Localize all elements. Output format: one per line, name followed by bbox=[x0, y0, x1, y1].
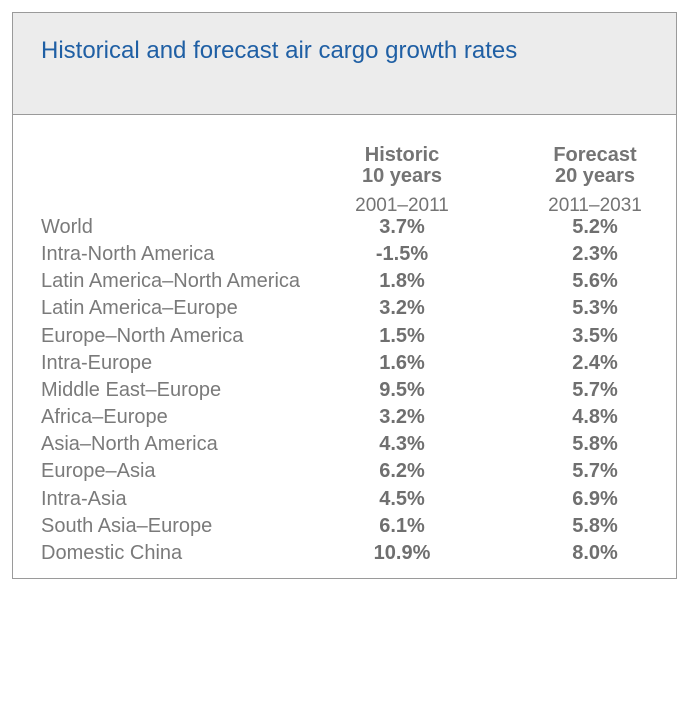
column-header-historic-line2: 10 years bbox=[361, 165, 443, 187]
region-label: Europe–North America bbox=[41, 324, 244, 347]
forecast-value: 5.2% bbox=[572, 216, 618, 238]
region-label: Middle East–Europe bbox=[41, 378, 222, 401]
table-row: Asia–North America 4.3% 5.8% bbox=[13, 431, 676, 458]
table-row: Intra-North America -1.5% 2.3% bbox=[13, 241, 676, 268]
table-row: Intra-Europe 1.6% 2.4% bbox=[13, 350, 676, 377]
region-label: Intra-Europe bbox=[41, 351, 153, 374]
region-label: World bbox=[41, 216, 93, 238]
historic-value: -1.5% bbox=[375, 243, 429, 266]
forecast-value: 2.4% bbox=[572, 351, 618, 374]
region-label: Africa–Europe bbox=[41, 406, 168, 429]
card-header: Historical and forecast air cargo growth… bbox=[13, 13, 676, 115]
table-row: Middle East–Europe 9.5% 5.7% bbox=[13, 377, 676, 404]
historic-value: 1.8% bbox=[379, 270, 425, 293]
historic-value: 4.3% bbox=[379, 433, 425, 456]
historic-value: 3.2% bbox=[379, 406, 425, 429]
historic-value: 3.7% bbox=[379, 216, 425, 238]
forecast-value: 5.3% bbox=[572, 297, 618, 320]
forecast-value: 5.7% bbox=[572, 460, 618, 483]
region-label: Domestic China bbox=[41, 541, 183, 564]
forecast-value: 5.6% bbox=[572, 270, 618, 293]
column-header-forecast-line2: 20 years bbox=[554, 165, 636, 187]
growth-rates-card: Historical and forecast air cargo growth… bbox=[12, 12, 677, 579]
region-label: South Asia–Europe bbox=[41, 514, 213, 537]
table-row: Domestic China 10.9% 8.0% bbox=[13, 540, 676, 567]
forecast-value: 5.8% bbox=[572, 514, 618, 537]
column-header-historic: Historic 10 years 2001–2011 bbox=[332, 144, 472, 217]
region-label: Latin America–Europe bbox=[41, 297, 238, 320]
column-header-historic-period: 2001–2011 bbox=[355, 195, 449, 216]
forecast-value: 8.0% bbox=[572, 541, 618, 564]
historic-value: 10.9% bbox=[373, 541, 431, 564]
forecast-value: 5.8% bbox=[572, 433, 618, 456]
table-row: Intra-Asia 4.5% 6.9% bbox=[13, 486, 676, 513]
historic-value: 1.6% bbox=[379, 351, 425, 374]
table-row: South Asia–Europe 6.1% 5.8% bbox=[13, 513, 676, 540]
column-header-forecast-period: 2011–2031 bbox=[548, 195, 642, 216]
historic-value: 3.2% bbox=[379, 297, 425, 320]
region-label: Europe–Asia bbox=[41, 460, 156, 483]
table-row: Latin America–North America 1.8% 5.6% bbox=[13, 268, 676, 295]
historic-value: 6.2% bbox=[379, 460, 425, 483]
historic-value: 4.5% bbox=[379, 487, 425, 510]
table-title: Historical and forecast air cargo growth… bbox=[41, 37, 518, 64]
forecast-value: 2.3% bbox=[572, 243, 618, 266]
historic-value: 9.5% bbox=[379, 378, 425, 401]
table-row: World 3.7% 5.2% bbox=[13, 214, 676, 241]
historic-value: 1.5% bbox=[379, 324, 425, 347]
column-header-forecast: Forecast 20 years 2011–2031 bbox=[525, 144, 665, 217]
forecast-value: 3.5% bbox=[572, 324, 618, 347]
forecast-value: 6.9% bbox=[572, 487, 618, 510]
table-row: Europe–North America 1.5% 3.5% bbox=[13, 323, 676, 350]
forecast-value: 4.8% bbox=[572, 406, 618, 429]
forecast-value: 5.7% bbox=[572, 378, 618, 401]
region-label: Intra-Asia bbox=[41, 487, 127, 510]
table-row: Europe–Asia 6.2% 5.7% bbox=[13, 458, 676, 485]
region-label: Intra-North America bbox=[41, 243, 215, 266]
historic-value: 6.1% bbox=[379, 514, 425, 537]
column-header-historic-line1: Historic bbox=[364, 144, 440, 166]
region-label: Latin America–North America bbox=[41, 270, 301, 293]
region-label: Asia–North America bbox=[41, 433, 218, 456]
table-row: Latin America–Europe 3.2% 5.3% bbox=[13, 295, 676, 322]
column-header-forecast-line1: Forecast bbox=[553, 144, 637, 166]
table-row: Africa–Europe 3.2% 4.8% bbox=[13, 404, 676, 431]
